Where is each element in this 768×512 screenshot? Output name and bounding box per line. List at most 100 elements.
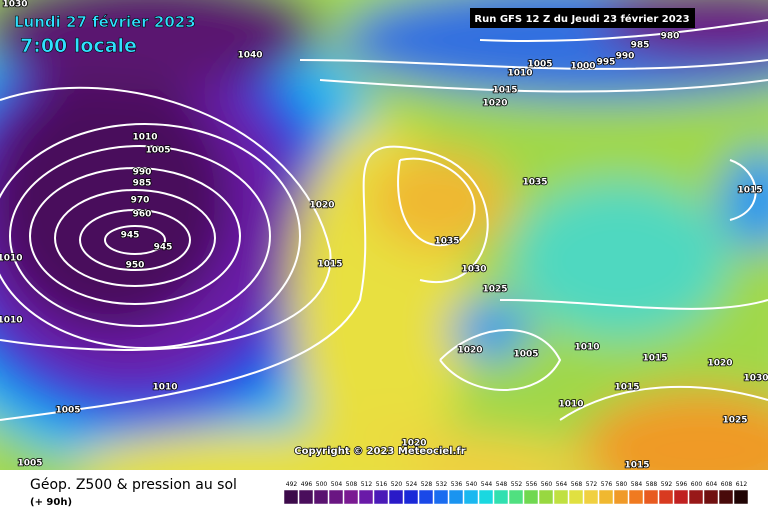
colorbar-swatch xyxy=(508,489,524,505)
isobar-label: 960 xyxy=(133,210,152,220)
colorbar-swatch xyxy=(463,489,479,505)
isobar-label: 1015 xyxy=(492,86,517,96)
isobar-label: 1010 xyxy=(558,400,583,410)
colorbar-swatch xyxy=(718,489,734,505)
isobar-label: 1005 xyxy=(17,459,42,469)
isobar-label: 990 xyxy=(616,52,635,62)
isobar-label: 970 xyxy=(131,196,150,206)
isobar-label: 1000 xyxy=(570,62,595,72)
colorbar-label: 584 xyxy=(631,481,643,488)
colorbar-swatch xyxy=(433,489,449,505)
colorbar-label: 600 xyxy=(691,481,703,488)
colorbar-swatch xyxy=(733,489,749,505)
colorbar-swatch xyxy=(358,489,374,505)
isobar-label: 1040 xyxy=(237,51,262,61)
colorbar-swatch xyxy=(613,489,629,505)
colorbar-swatch xyxy=(493,489,509,505)
colorbar-label: 552 xyxy=(511,481,523,488)
colorbar-label: 524 xyxy=(406,481,418,488)
colorbar-label: 516 xyxy=(376,481,388,488)
isobar-label: 950 xyxy=(126,261,145,271)
isobar-label: 980 xyxy=(661,32,680,42)
colorbar-label: 556 xyxy=(526,481,538,488)
isobar-label: 985 xyxy=(631,41,650,51)
colorbar-label: 520 xyxy=(391,481,403,488)
isobar-label: 1020 xyxy=(309,201,334,211)
colorbar-label: 532 xyxy=(436,481,448,488)
isobar-label: 1010 xyxy=(0,316,23,326)
colorbar-swatch xyxy=(343,489,359,505)
colorbar: 492 496 500 504 508 512 516 520 524 528 532 536 540 5… xyxy=(283,481,749,505)
colorbar-label: 596 xyxy=(676,481,688,488)
colorbar-swatch xyxy=(703,489,719,505)
colorbar-swatch xyxy=(298,489,314,505)
colorbar-swatch xyxy=(478,489,494,505)
isobar-label: 1010 xyxy=(574,343,599,353)
isobar-label: 1015 xyxy=(614,383,639,393)
isobar-label: 945 xyxy=(154,243,173,253)
isobar-label: 1030 xyxy=(743,374,768,384)
colorbar-label: 536 xyxy=(451,481,463,488)
colorbar-label: 492 xyxy=(286,481,298,488)
forecast-date: Lundi 27 février 2023 xyxy=(14,13,196,31)
colorbar-swatch xyxy=(538,489,554,505)
colorbar-label: 564 xyxy=(556,481,568,488)
isobar-label: 1030 xyxy=(2,0,27,10)
colorbar-label: 588 xyxy=(646,481,658,488)
isobar-label: 1015 xyxy=(737,186,762,196)
colorbar-swatch xyxy=(283,489,299,505)
isobar-label: 1035 xyxy=(522,178,547,188)
isobar-label: 1035 xyxy=(434,237,459,247)
isobar-label: 945 xyxy=(121,231,140,241)
isobar-label: 1005 xyxy=(55,406,80,416)
colorbar-swatch xyxy=(313,489,329,505)
isobar-label: 1015 xyxy=(624,461,649,471)
colorbar-swatch xyxy=(598,489,614,505)
colorbar-label: 540 xyxy=(466,481,478,488)
colorbar-swatch xyxy=(403,489,419,505)
isobar-labels: 1030 1040 1010 1005 990 985 970 960 945 … xyxy=(0,0,768,471)
forecast-time: 7:00 locale xyxy=(20,35,137,57)
colorbar-swatch xyxy=(448,489,464,505)
run-box xyxy=(470,8,695,28)
colorbar-swatch xyxy=(688,489,704,505)
copyright: Copyright © 2023 Meteociel.fr xyxy=(294,446,465,457)
colorbar-swatch xyxy=(553,489,569,505)
colorbar-label: 544 xyxy=(481,481,493,488)
isobar-label: 1010 xyxy=(0,254,23,264)
colorbar-swatch xyxy=(523,489,539,505)
footer-title: Géop. Z500 & pression au sol xyxy=(30,477,237,493)
isobar-label: 1020 xyxy=(457,346,482,356)
colorbar-swatch xyxy=(328,489,344,505)
colorbar-label: 560 xyxy=(541,481,553,488)
colorbar-swatch xyxy=(568,489,584,505)
isobars xyxy=(0,19,768,421)
colorbar-label: 612 xyxy=(736,481,748,488)
isobar-label: 1010 xyxy=(132,133,157,143)
colorbar-label: 576 xyxy=(601,481,613,488)
colorbar-swatch xyxy=(628,489,644,505)
colorbar-swatch xyxy=(418,489,434,505)
colorbar-label: 572 xyxy=(586,481,598,488)
colorbar-label: 528 xyxy=(421,481,433,488)
isobar-label: 1010 xyxy=(507,69,532,79)
footer-lead: (+ 90h) xyxy=(30,497,72,508)
isobar-label: 1005 xyxy=(527,60,552,70)
isobar-label: 995 xyxy=(597,58,616,68)
isobar-label: 1020 xyxy=(482,99,507,109)
isobar-label: 1010 xyxy=(152,383,177,393)
isobar-label: 1025 xyxy=(722,416,747,426)
colorbar-label: 500 xyxy=(316,481,328,488)
colorbar-label: 608 xyxy=(721,481,733,488)
colorbar-swatch xyxy=(373,489,389,505)
colorbar-swatch xyxy=(673,489,689,505)
run-info: Run GFS 12 Z du Jeudi 23 février 2023 xyxy=(474,13,689,25)
isobar-label: 1015 xyxy=(642,354,667,364)
isobar-label: 1020 xyxy=(401,439,426,449)
isobar-label: 985 xyxy=(133,179,152,189)
isobar-label: 1025 xyxy=(482,285,507,295)
colorbar-label: 512 xyxy=(361,481,373,488)
